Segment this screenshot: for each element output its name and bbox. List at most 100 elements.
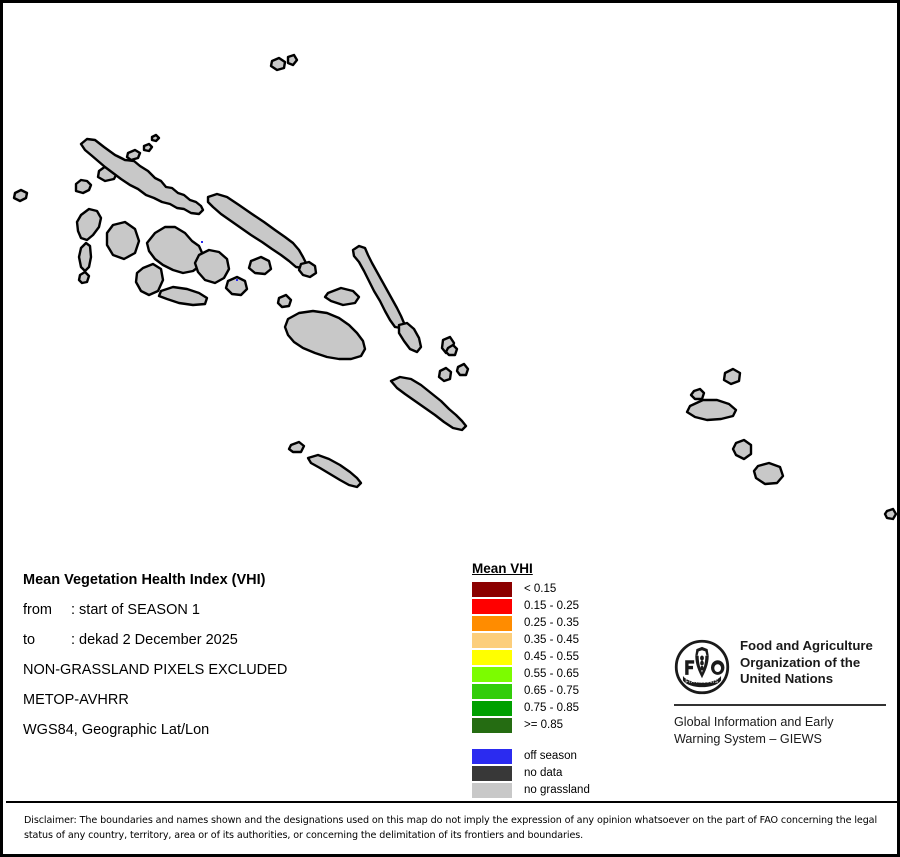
island-tetepare <box>157 285 209 307</box>
offseason-pixel <box>236 279 238 281</box>
giews-line1: Global Information and Early <box>674 715 834 729</box>
island-russell <box>247 255 273 276</box>
island-ugi <box>437 366 453 383</box>
legend-label: 0.45 - 0.55 <box>524 651 579 663</box>
island-savo <box>276 293 293 309</box>
info-heading: Mean Vegetation Health Index (VHI) <box>23 572 266 588</box>
legend-swatch <box>472 783 512 798</box>
offseason-pixels-layer <box>201 241 238 281</box>
island-utupua <box>731 438 753 461</box>
island-vanikoro <box>752 461 785 486</box>
legend-item: 0.25 - 0.35 <box>472 615 590 632</box>
fao-org-line1: Food and Agriculture <box>740 638 873 653</box>
island-anuta <box>883 507 897 521</box>
fao-header: FIAT PANIS Food and Agriculture Organiza… <box>674 637 886 695</box>
island-gatokae <box>224 275 249 297</box>
info-exclusion: NON-GRASSLAND PIXELS EXCLUDED <box>23 662 288 678</box>
legend-label: 0.55 - 0.65 <box>524 668 579 680</box>
island-makira <box>389 375 468 432</box>
island-rendova <box>134 262 165 297</box>
legend-item: 0.15 - 0.25 <box>472 598 590 615</box>
legend-label: no grassland <box>524 784 590 796</box>
fao-org-line2: Organization of the <box>740 654 861 670</box>
map-info-block: Mean Vegetation Health Index (VHI) from:… <box>23 565 453 745</box>
island-bellona <box>287 440 306 454</box>
legend-label: 0.15 - 0.25 <box>524 600 579 612</box>
legend-label: 0.25 - 0.35 <box>524 617 579 629</box>
offseason-pixel <box>201 241 203 243</box>
island-sikaiana <box>444 343 459 357</box>
legend-item: < 0.15 <box>472 581 590 598</box>
island-reef-islands <box>722 367 742 386</box>
legend-swatch <box>472 599 512 614</box>
island-kolombangara <box>105 220 141 261</box>
info-to-row: to : dekad 2 December 2025 <box>23 625 453 655</box>
island-rennell <box>306 453 363 489</box>
legend-item: 0.75 - 0.85 <box>472 700 590 717</box>
legend-spacer <box>472 734 590 748</box>
fao-divider <box>674 704 886 706</box>
legend-item: 0.35 - 0.45 <box>472 632 590 649</box>
island-san-jorge <box>297 260 318 279</box>
island-tiny-nw2 <box>150 133 161 143</box>
legend-label: >= 0.85 <box>524 719 564 731</box>
info-from-row: from : start of SEASON 1 <box>23 595 453 625</box>
legend-swatch <box>472 718 512 733</box>
island-treasury <box>125 148 142 162</box>
legend-swatch <box>472 684 512 699</box>
island-ranongga <box>77 241 93 273</box>
legend-title: Mean VHI <box>472 561 533 576</box>
island-stirling <box>12 188 29 203</box>
info-sensor: METOP-AVHRR <box>23 692 129 708</box>
fao-org-line3: United Nations <box>740 671 834 686</box>
fao-logo-icon: FIAT PANIS <box>674 639 730 695</box>
legend-label: 0.75 - 0.85 <box>524 702 579 714</box>
island-vella-lavella <box>75 207 103 242</box>
legend-item-special: no grassland <box>472 782 590 799</box>
info-projection: WGS84, Geographic Lat/Lon <box>23 722 210 738</box>
legend-item-special: off season <box>472 748 590 765</box>
map-legend: Mean VHI < 0.15 0.15 - 0.25 0.25 - 0.35 … <box>472 561 590 799</box>
legend-swatch <box>472 749 512 764</box>
legend-item: >= 0.85 <box>472 717 590 734</box>
info-to-label: to <box>23 632 36 648</box>
island-tinakula <box>689 387 706 401</box>
island-vangunu <box>193 248 231 285</box>
legend-label: 0.65 - 0.75 <box>524 685 579 697</box>
disclaimer-text: Disclaimer: The boundaries and names sho… <box>24 815 878 841</box>
legend-label: no data <box>524 767 563 779</box>
island-choiseul <box>79 137 205 216</box>
island-santa-cruz <box>685 398 738 422</box>
legend-label: < 0.15 <box>524 583 557 595</box>
legend-item: 0.65 - 0.75 <box>472 683 590 700</box>
info-to-value: : dekad 2 December 2025 <box>71 632 238 648</box>
info-from-label: from <box>23 602 52 618</box>
island-maramasike <box>397 321 423 354</box>
fao-organization-name: Food and Agriculture Organization of the… <box>740 637 873 688</box>
legend-swatch <box>472 701 512 716</box>
island-three-sisters <box>455 362 470 377</box>
legend-item: 0.45 - 0.55 <box>472 649 590 666</box>
legend-swatch <box>472 766 512 781</box>
svg-text:FIAT PANIS: FIAT PANIS <box>685 679 718 685</box>
island-ontong-java-east <box>286 53 299 67</box>
island-florida <box>323 286 361 307</box>
legend-swatch <box>472 582 512 597</box>
island-guadalcanal <box>283 309 367 361</box>
legend-item-special: no data <box>472 765 590 782</box>
legend-swatch <box>472 667 512 682</box>
giews-line2: Warning System – GIEWS <box>674 731 822 746</box>
legend-swatch <box>472 633 512 648</box>
island-gizo <box>77 270 91 285</box>
map-canvas <box>3 3 897 548</box>
disclaimer-divider <box>6 801 897 803</box>
legend-swatch <box>472 650 512 665</box>
island-tiny-nw1 <box>142 142 154 153</box>
info-from-value: : start of SEASON 1 <box>71 602 200 618</box>
islands-layer <box>12 53 897 521</box>
fao-branding-block: FIAT PANIS Food and Agriculture Organiza… <box>674 637 886 747</box>
legend-item: 0.55 - 0.65 <box>472 666 590 683</box>
island-shortland <box>74 178 93 195</box>
island-ontong-java <box>269 56 287 72</box>
